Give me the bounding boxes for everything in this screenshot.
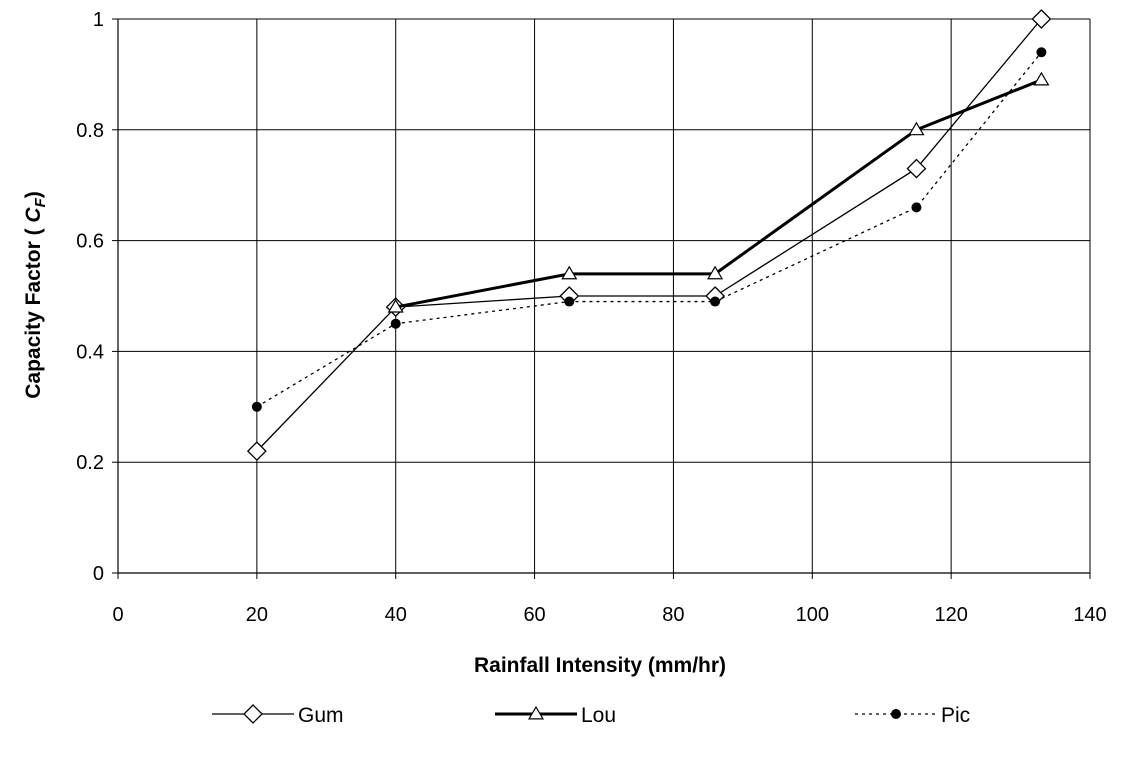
x-tick-label: 40 (385, 604, 407, 626)
data-point-pic (1036, 47, 1047, 58)
series-line-pic (256, 51, 1042, 408)
series-group (246, 9, 1052, 462)
legend-marker-lou (527, 705, 545, 720)
x-tick-label: 20 (246, 604, 268, 626)
series-line-gum (256, 18, 1042, 452)
data-point-pic (390, 318, 401, 329)
series-lou (387, 71, 1050, 313)
y-tick-label: 1 (93, 9, 104, 31)
data-point-lou (707, 265, 724, 280)
y-tick-label: 0 (93, 563, 104, 585)
data-point-pic (911, 202, 922, 213)
data-point-pic (251, 401, 262, 412)
data-point-pic (710, 296, 721, 307)
data-point-pic (564, 296, 575, 307)
legend-item-lou: Lou (495, 704, 616, 727)
x-tick-label: 0 (112, 604, 123, 626)
legend-marker-pic (891, 709, 901, 719)
y-tick-labels: 0 0.2 0.4 0.6 0.8 1 (76, 9, 104, 585)
series-gum (246, 9, 1052, 462)
data-point-lou (1033, 71, 1050, 86)
y-axis-title: Capacity Factor ( CF) (22, 191, 49, 399)
y-tick-label: 0.4 (76, 341, 104, 363)
legend-label-gum: Gum (298, 704, 344, 727)
data-point-gum (246, 441, 267, 462)
x-tick-label: 140 (1073, 604, 1106, 626)
legend: Gum Lou Pic (212, 704, 970, 727)
y-axis-title-symbol: C (22, 207, 45, 223)
x-axis-title: Rainfall Intensity (mm/hr) (474, 654, 726, 677)
legend-label-pic: Pic (941, 704, 970, 727)
data-point-lou (387, 298, 404, 313)
y-axis-title-subscript: F (32, 197, 49, 207)
y-tick-label: 0.6 (76, 231, 104, 253)
x-tick-label: 120 (934, 604, 967, 626)
y-tick-label: 0.8 (76, 120, 104, 142)
data-point-lou (908, 121, 925, 136)
y-axis-title-close: ) (22, 191, 45, 198)
x-tick-labels: 0 20 40 60 80 100 120 140 (112, 604, 1106, 626)
x-tick-label: 100 (796, 604, 829, 626)
x-tick-label: 80 (662, 604, 684, 626)
data-point-lou (561, 265, 578, 280)
legend-label-lou: Lou (581, 704, 616, 727)
gridlines (118, 18, 1091, 573)
data-point-gum (906, 158, 927, 179)
series-pic (251, 47, 1047, 412)
legend-marker-gum (243, 704, 263, 724)
y-tick-label: 0.2 (76, 452, 104, 474)
legend-item-pic: Pic (855, 704, 970, 727)
x-tick-label: 60 (523, 604, 545, 626)
y-axis-title-main: Capacity Factor ( (22, 223, 45, 399)
data-point-gum (1031, 9, 1052, 29)
legend-item-gum: Gum (212, 704, 344, 727)
axes (112, 18, 1091, 579)
